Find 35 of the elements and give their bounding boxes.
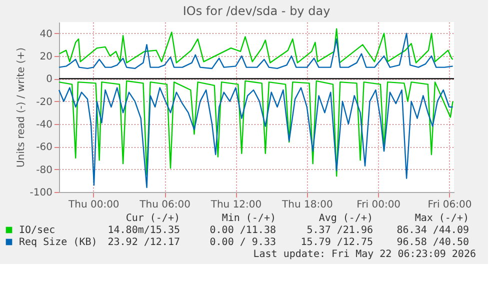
text: Max (-/+): [414, 213, 469, 224]
chart-title: IOs for /dev/sda - by day: [182, 4, 330, 18]
legend-label: IO/sec: [19, 225, 56, 236]
text: 14.80m/15.35: [108, 225, 180, 236]
y-tick-label: 40: [40, 28, 52, 40]
text: 0.00 /11.38: [210, 225, 276, 236]
y-tick-label: -40: [36, 120, 52, 130]
x-tick-label: Thu 06:00: [138, 200, 190, 210]
text: Avg (-/+): [318, 213, 373, 224]
x-tick-label: Fri 06:00: [428, 200, 472, 210]
x-tick-label: Thu 12:00: [210, 200, 262, 210]
y-tick-label: -100: [30, 188, 52, 198]
text: 15.79 /12.75: [300, 237, 373, 248]
y-axis-title: Units read (-) / write (+): [16, 47, 27, 168]
text: 23.92 /12.17: [108, 237, 180, 248]
y-tick-label: 0: [46, 74, 52, 86]
line-series: [58, 32, 454, 70]
text: 0.00 / 9.33: [210, 237, 276, 248]
text: 5.37 /21.96: [306, 225, 373, 236]
y-tick-label: -60: [36, 142, 52, 154]
line-series: [58, 28, 454, 64]
y-tick-label: -80: [36, 164, 52, 176]
y-tick-label: -20: [36, 96, 52, 108]
x-tick-label: Thu 18:00: [281, 200, 333, 210]
legend-label: Req Size (KB): [19, 237, 98, 248]
line-series: [58, 80, 454, 177]
y-tick-label: 20: [40, 52, 52, 62]
text: Last update: Fri May 22 06:23:09 2026: [253, 249, 476, 260]
line-series: [58, 87, 454, 188]
x-tick-label: Thu 00:00: [68, 200, 120, 210]
text: 86.34 /44.09: [396, 225, 469, 236]
text: Cur (-/+): [126, 213, 180, 224]
text: 96.58 /40.50: [396, 237, 469, 248]
text: Min (-/+): [222, 213, 276, 224]
x-tick-label: Fri 00:00: [356, 200, 401, 210]
